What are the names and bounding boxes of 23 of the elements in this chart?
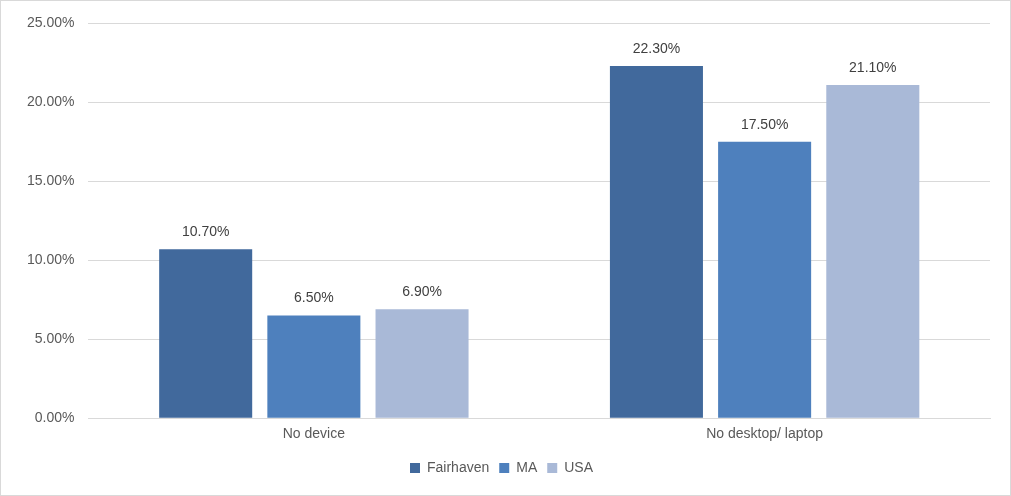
data-label: 10.70% — [181, 223, 230, 240]
data-label: 6.50% — [294, 289, 334, 306]
y-tick-label: 0.00% — [34, 409, 75, 426]
y-tick-label: 10.00% — [27, 251, 75, 268]
bar — [375, 309, 469, 418]
data-label: 22.30% — [632, 39, 681, 56]
bar — [267, 315, 361, 418]
legend-label: MA — [516, 458, 538, 475]
y-tick-label: 15.00% — [27, 172, 75, 189]
data-label: 21.10% — [849, 58, 897, 75]
legend-label: USA — [564, 458, 594, 475]
y-tick-label: 5.00% — [34, 330, 75, 347]
legend-label: Fairhaven — [426, 458, 490, 475]
data-label: 6.90% — [402, 283, 442, 300]
bar — [159, 249, 253, 418]
bar — [718, 141, 812, 418]
x-tick-label: No desktop/ laptop — [706, 425, 824, 442]
y-tick-label: 20.00% — [27, 93, 75, 110]
data-label: 17.50% — [740, 115, 789, 132]
y-tick-label: 25.00% — [27, 14, 75, 31]
x-tick-label: No device — [282, 425, 346, 442]
bar — [609, 66, 703, 418]
bar — [826, 84, 920, 418]
